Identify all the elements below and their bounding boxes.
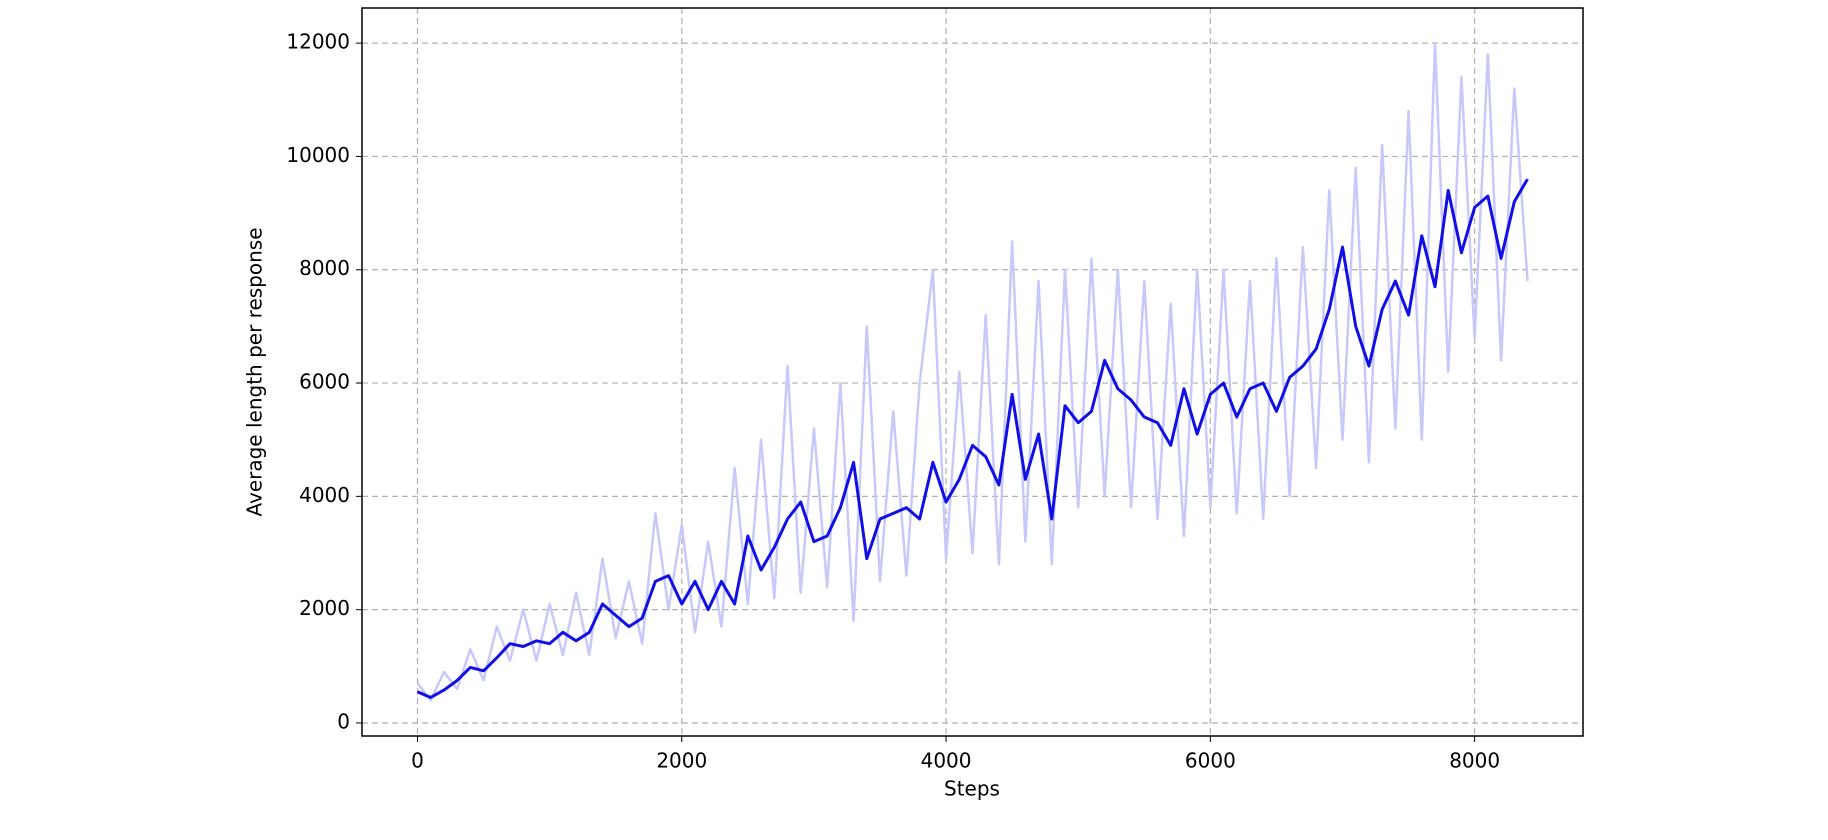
x-axis-label: Steps <box>944 777 1000 801</box>
x-tick-label: 2000 <box>656 749 707 773</box>
x-tick-label: 4000 <box>921 749 972 773</box>
y-tick-label: 0 <box>337 709 350 733</box>
data-line <box>416 41 1529 702</box>
data-line <box>416 178 1529 699</box>
x-tick-label: 6000 <box>1185 749 1236 773</box>
y-axis-label: Average length per response <box>243 227 267 516</box>
y-tick-label: 6000 <box>299 370 350 394</box>
y-tick-label: 4000 <box>299 483 350 507</box>
y-tick-label: 8000 <box>299 256 350 280</box>
x-tick-label: 0 <box>411 749 424 773</box>
y-tick-label: 2000 <box>299 596 350 620</box>
x-tick-label: 8000 <box>1449 749 1500 773</box>
plot-frame <box>361 7 1584 737</box>
y-tick-label: 12000 <box>286 30 350 54</box>
y-tick-label: 10000 <box>286 143 350 167</box>
